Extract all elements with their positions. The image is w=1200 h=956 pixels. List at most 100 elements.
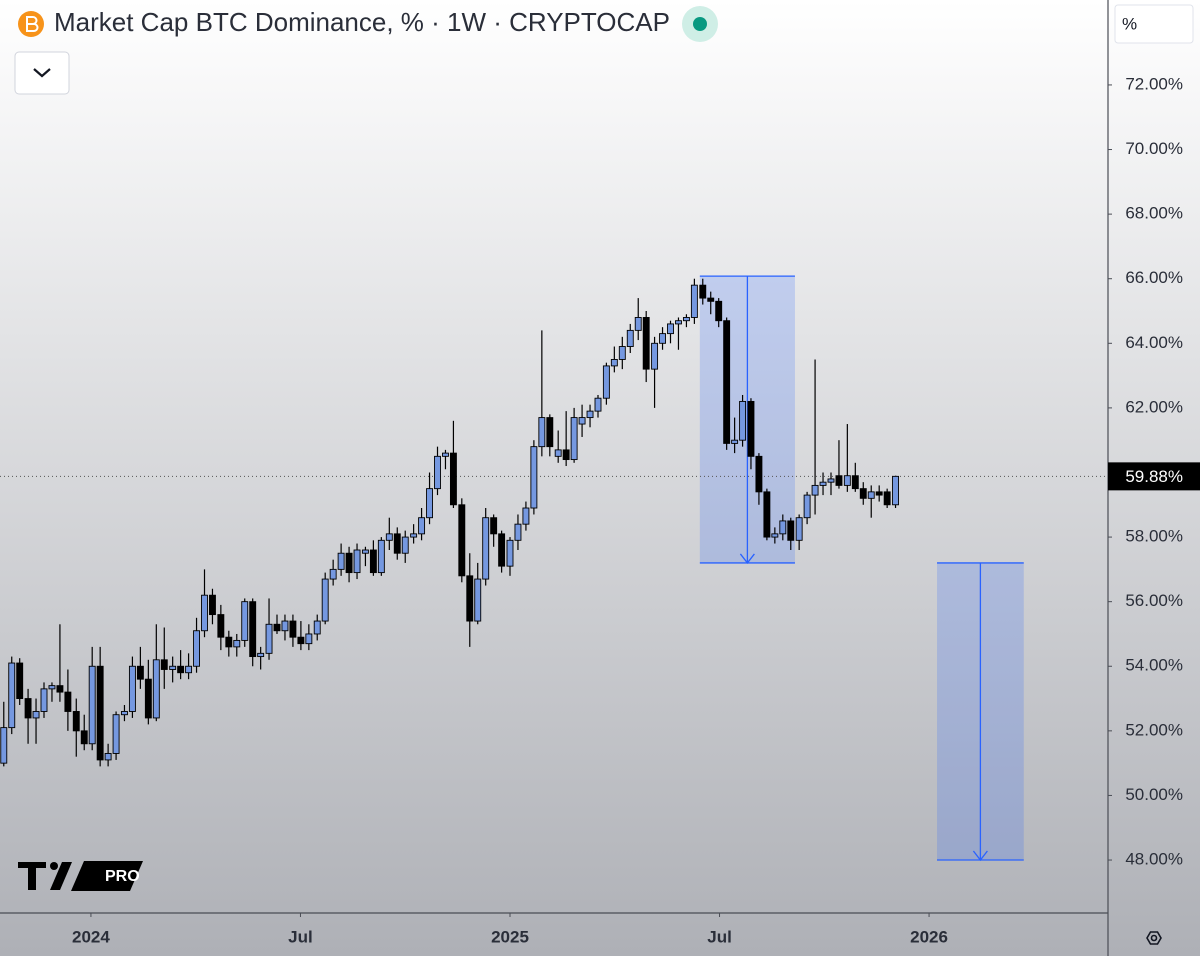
candle-body	[618, 346, 626, 360]
candle-body	[104, 753, 112, 761]
x-tick-label: 2025	[491, 927, 529, 946]
candle-body	[289, 620, 297, 638]
candle-body	[160, 659, 168, 670]
candle-body	[257, 652, 265, 658]
candle-body	[747, 400, 755, 457]
candle-body	[490, 517, 498, 535]
candle-body	[795, 517, 803, 541]
candle-body	[651, 342, 659, 370]
candle-body	[401, 536, 409, 554]
unit-button[interactable]: %	[1114, 4, 1194, 44]
candle-body	[755, 455, 763, 493]
candle-body	[546, 417, 554, 448]
candle-body	[345, 552, 353, 574]
logo-text: PRO	[105, 868, 140, 885]
unit-label: %	[1122, 14, 1137, 33]
candle-body	[498, 533, 506, 567]
candle-body	[24, 698, 32, 719]
candle-body	[32, 711, 40, 719]
candle-body	[634, 317, 642, 331]
candle-body	[249, 601, 257, 658]
candle-body	[892, 475, 899, 506]
candles	[0, 278, 899, 767]
y-tick-label: 68.00%	[1125, 204, 1183, 223]
settings-button[interactable]	[1146, 931, 1162, 945]
candle-body	[112, 714, 120, 754]
y-tick-label: 66.00%	[1125, 268, 1183, 287]
candle-body	[281, 620, 289, 632]
x-tick-label: 2026	[910, 927, 948, 946]
candle-body	[321, 578, 329, 622]
candle-body	[393, 533, 401, 554]
candle-body	[763, 491, 771, 538]
candle-body	[369, 549, 377, 574]
candle-body	[353, 549, 361, 574]
candle-body	[361, 549, 369, 554]
candle-body	[699, 284, 707, 299]
candle-body	[610, 359, 618, 367]
candle-body	[169, 665, 177, 670]
candle-body	[715, 300, 723, 322]
candle-body	[0, 727, 8, 764]
candle-body	[554, 449, 562, 457]
candle-body	[426, 488, 433, 519]
candle-body	[682, 317, 690, 322]
candle-body	[241, 601, 249, 641]
candle-body	[313, 620, 321, 635]
y-tick-label: 56.00%	[1125, 591, 1183, 610]
candle-body	[739, 400, 747, 441]
y-tick-label: 62.00%	[1125, 397, 1183, 416]
y-tick-label: 70.00%	[1125, 139, 1183, 158]
candle-body	[811, 484, 819, 496]
candle-body	[410, 533, 418, 538]
candle-body	[8, 662, 16, 729]
y-tick-label: 58.00%	[1125, 527, 1183, 546]
candle-body	[779, 520, 787, 535]
candle-body	[128, 665, 136, 712]
candle-body	[449, 452, 457, 506]
last-price-label: 59.88%	[1125, 467, 1183, 486]
candle-body	[562, 449, 570, 461]
candle-body	[819, 481, 827, 486]
y-tick-label: 64.00%	[1125, 333, 1183, 352]
candle-body	[578, 417, 586, 425]
candle-body	[642, 317, 650, 370]
candle-body	[466, 575, 474, 622]
candle-body	[867, 491, 875, 499]
candle-body	[731, 439, 739, 444]
collapse-button[interactable]	[14, 51, 70, 95]
candle-body	[586, 410, 594, 419]
y-tick-label: 48.00%	[1125, 850, 1183, 869]
candle-body	[72, 711, 80, 732]
x-tick-label: 2024	[72, 927, 110, 946]
candle-body	[233, 639, 241, 648]
candle-body	[144, 678, 152, 719]
candle-body	[883, 491, 891, 506]
x-tick-label: Jul	[707, 927, 732, 946]
candle-body	[442, 452, 449, 457]
candle-body	[80, 730, 88, 745]
candle-body	[56, 685, 64, 693]
candle-body	[418, 517, 426, 535]
candle-body	[177, 665, 185, 674]
candle-body	[723, 320, 731, 444]
y-tick-label: 50.00%	[1125, 785, 1183, 804]
candle-body	[522, 507, 530, 525]
arrow-head	[972, 850, 988, 862]
candle-body	[64, 691, 72, 712]
symbol-icon	[18, 11, 44, 37]
candle-body	[273, 623, 281, 632]
candle-body	[265, 623, 273, 654]
candle-body	[458, 504, 466, 577]
candle-body	[16, 662, 24, 700]
candle-body	[803, 494, 811, 519]
y-tick-label: 52.00%	[1125, 720, 1183, 739]
arrow-head	[739, 553, 755, 564]
candle-body	[594, 397, 602, 412]
drawings	[699, 275, 1024, 862]
candle-body	[659, 333, 666, 344]
candle-body	[667, 323, 674, 335]
